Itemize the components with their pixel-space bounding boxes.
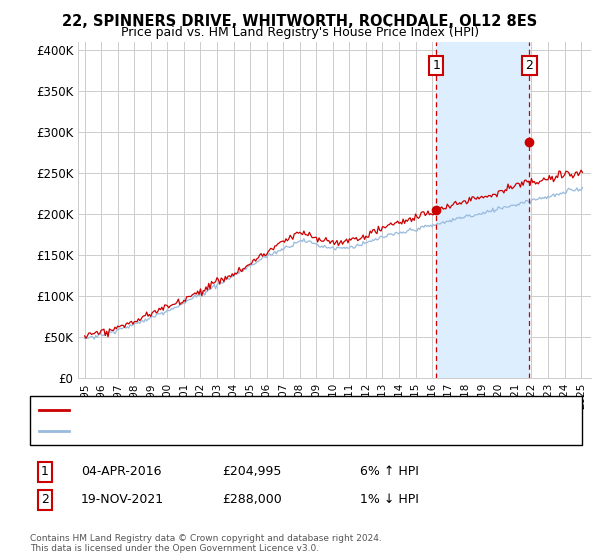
Text: 22, SPINNERS DRIVE, WHITWORTH, ROCHDALE, OL12 8ES (detached house): 22, SPINNERS DRIVE, WHITWORTH, ROCHDALE,… (75, 405, 470, 415)
Text: 1: 1 (41, 465, 49, 478)
Text: Contains HM Land Registry data © Crown copyright and database right 2024.
This d: Contains HM Land Registry data © Crown c… (30, 534, 382, 553)
Text: 22, SPINNERS DRIVE, WHITWORTH, ROCHDALE, OL12 8ES: 22, SPINNERS DRIVE, WHITWORTH, ROCHDALE,… (62, 14, 538, 29)
Text: £288,000: £288,000 (222, 493, 282, 506)
Text: 19-NOV-2021: 19-NOV-2021 (81, 493, 164, 506)
Text: HPI: Average price, detached house, Rossendale: HPI: Average price, detached house, Ross… (75, 426, 327, 436)
Text: 04-APR-2016: 04-APR-2016 (81, 465, 161, 478)
Text: 6% ↑ HPI: 6% ↑ HPI (360, 465, 419, 478)
Text: Price paid vs. HM Land Registry's House Price Index (HPI): Price paid vs. HM Land Registry's House … (121, 26, 479, 39)
Text: 1% ↓ HPI: 1% ↓ HPI (360, 493, 419, 506)
Text: 2: 2 (41, 493, 49, 506)
Bar (436, 42, 529, 378)
Text: £204,995: £204,995 (222, 465, 281, 478)
Text: 2: 2 (526, 59, 533, 72)
Text: 1: 1 (433, 59, 440, 72)
